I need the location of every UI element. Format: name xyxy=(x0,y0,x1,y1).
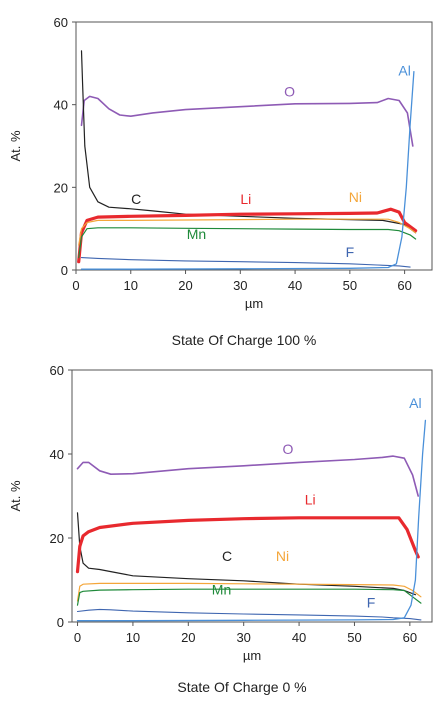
x-axis-label: µm xyxy=(243,648,261,663)
x-tick-label: 40 xyxy=(292,630,306,645)
y-tick-label: 0 xyxy=(57,615,64,630)
series-label-al: Al xyxy=(398,63,410,79)
chart-soc-0: 0 10 20 30 40 50 60 0 20 40 60 µm At. % State Of Char… xyxy=(8,363,433,695)
y-tick-label: 40 xyxy=(54,98,68,113)
x-tick-label: 20 xyxy=(178,278,192,293)
x-tick-label: 30 xyxy=(236,630,250,645)
series-line-ni xyxy=(76,582,422,602)
series-label-o: O xyxy=(284,83,295,99)
y-axis-label: At. % xyxy=(8,130,23,162)
series-line-mn xyxy=(76,588,422,606)
series-line-mn xyxy=(78,227,417,259)
x-tick-label: 50 xyxy=(347,630,361,645)
series-label-c: C xyxy=(222,548,232,564)
x-tick-label: 60 xyxy=(397,278,411,293)
chart-title: State Of Charge 0 % xyxy=(177,679,306,695)
series-label-ni: Ni xyxy=(276,548,289,564)
series-label-mn: Mn xyxy=(212,582,231,598)
series-label-li: Li xyxy=(240,191,251,207)
series-label-o: O xyxy=(283,441,294,457)
series-label-f: F xyxy=(367,594,376,610)
chart-soc-100: 0 10 20 30 40 50 60 0 20 40 60 µm At. % State Of Char… xyxy=(8,15,433,348)
series-line-o xyxy=(80,95,414,147)
chart-title: State Of Charge 100 % xyxy=(172,332,317,348)
series-line-f xyxy=(76,608,422,621)
series-label-c: C xyxy=(131,191,141,207)
series-label-al: Al xyxy=(409,395,421,411)
y-tick-label: 0 xyxy=(61,263,68,278)
series-line-al xyxy=(76,419,427,622)
y-tick-label: 20 xyxy=(50,531,64,546)
plot-frame xyxy=(75,21,433,271)
series-label-ni: Ni xyxy=(349,189,362,205)
series-label-li: Li xyxy=(305,491,316,507)
y-tick-label: 20 xyxy=(54,180,68,195)
series-line-o xyxy=(76,455,419,497)
x-tick-label: 0 xyxy=(74,630,81,645)
y-tick-label: 60 xyxy=(54,15,68,30)
x-tick-label: 0 xyxy=(72,278,79,293)
series-line-li xyxy=(77,207,418,264)
y-tick-label: 60 xyxy=(50,363,64,378)
series-line-ni xyxy=(78,218,417,246)
y-tick-label: 40 xyxy=(50,447,64,462)
series-line-c xyxy=(76,512,416,596)
series-line-f xyxy=(80,257,411,268)
y-axis-label: At. % xyxy=(8,480,23,512)
x-tick-label: 10 xyxy=(126,630,140,645)
x-tick-label: 20 xyxy=(181,630,195,645)
series-line-li xyxy=(75,516,420,574)
x-tick-label: 60 xyxy=(403,630,417,645)
series-line-c xyxy=(80,50,417,234)
x-tick-label: 10 xyxy=(124,278,138,293)
series-label-f: F xyxy=(346,244,355,260)
x-axis-label: µm xyxy=(245,296,263,311)
x-tick-label: 30 xyxy=(233,278,247,293)
x-tick-label: 40 xyxy=(288,278,302,293)
series-line-al xyxy=(80,70,415,270)
x-tick-label: 50 xyxy=(343,278,357,293)
series-label-mn: Mn xyxy=(187,226,206,242)
plot-frame xyxy=(71,369,433,623)
